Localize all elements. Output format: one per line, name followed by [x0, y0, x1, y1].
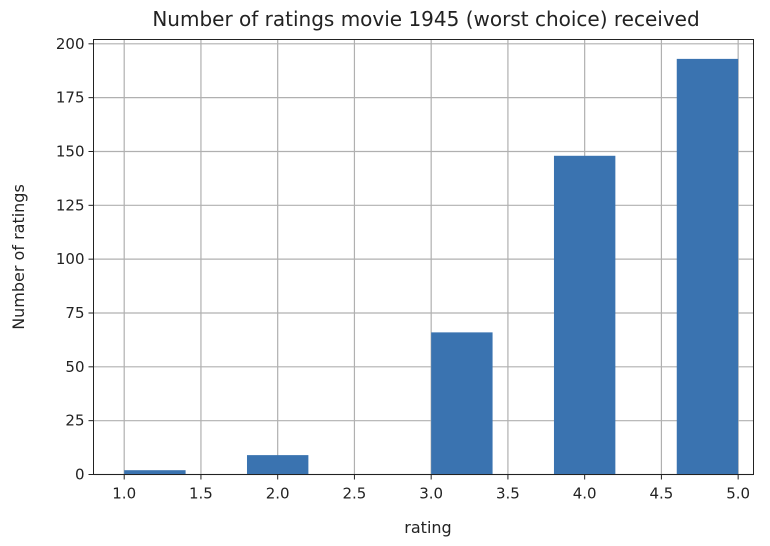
- x-tick-label: 1.0: [112, 485, 136, 503]
- x-tick-label: 3.0: [419, 485, 443, 503]
- x-tick-label: 4.0: [573, 485, 597, 503]
- y-tick-label: 150: [56, 142, 85, 160]
- y-tick-label: 125: [56, 196, 85, 214]
- bar: [553, 155, 616, 475]
- bars: [124, 58, 739, 475]
- y-tick-label: 200: [56, 35, 85, 53]
- chart-title: Number of ratings movie 1945 (worst choi…: [152, 7, 699, 31]
- x-tick-label: 2.0: [266, 485, 290, 503]
- y-tick-label: 75: [65, 304, 84, 322]
- bar: [431, 332, 493, 475]
- bar: [246, 455, 309, 475]
- x-tick-label: 4.5: [649, 485, 673, 503]
- y-tick-label: 25: [65, 412, 84, 430]
- y-tick-label: 50: [65, 358, 84, 376]
- bar: [676, 58, 739, 475]
- x-tick-label: 1.5: [189, 485, 213, 503]
- y-axis-label: Number of ratings: [9, 184, 28, 330]
- plot-frame: [93, 39, 754, 475]
- x-axis-label: rating: [404, 518, 451, 537]
- x-tick-label: 3.5: [496, 485, 520, 503]
- y-tick-label: 100: [56, 250, 85, 268]
- y-tick-label: 175: [56, 89, 85, 107]
- bar: [124, 470, 186, 475]
- x-tick-label: 2.5: [343, 485, 367, 503]
- x-tick-label: 5.0: [726, 485, 750, 503]
- grid: [93, 39, 754, 476]
- y-tick-label: 0: [75, 466, 85, 484]
- ticks: 1.0 1.5 2.0 2.5 3.0 3.5 4.0 4.5 5.0 0 25 50 75 100 125…: [56, 35, 750, 503]
